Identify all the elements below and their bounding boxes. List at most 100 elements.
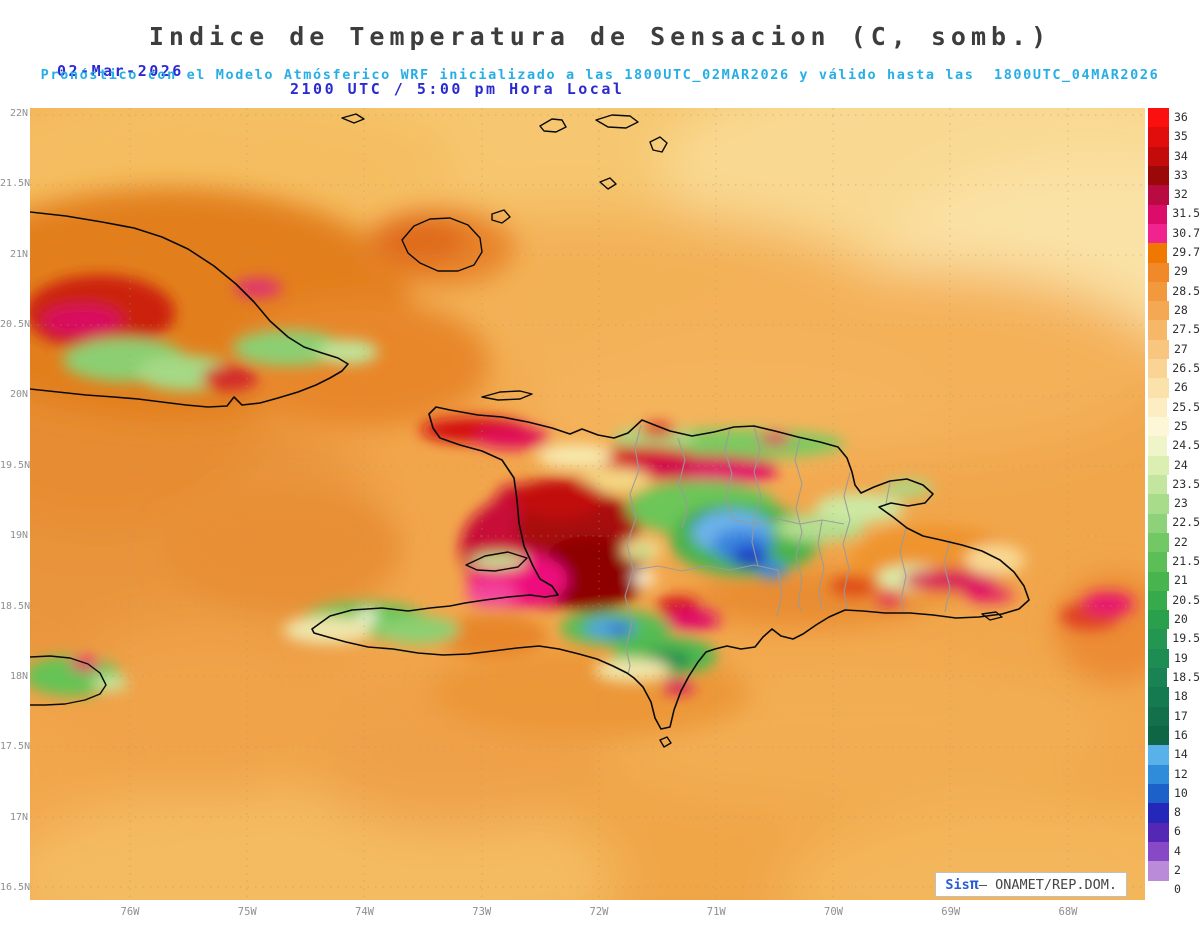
longitude-label: 76W: [120, 906, 140, 918]
colorbar-entry: 28: [1148, 301, 1200, 321]
colorbar-swatch: [1148, 687, 1169, 707]
colorbar-label: 26: [1174, 380, 1188, 395]
colorbar-label: 34: [1174, 148, 1188, 163]
colorbar-entry: 27.5: [1148, 320, 1200, 340]
colorbar-label: 23: [1174, 496, 1188, 511]
admin-boundaries: [624, 424, 951, 675]
colorbar-entry: 21.5: [1148, 552, 1200, 572]
colorbar-label: 16: [1174, 727, 1188, 742]
colorbar-entry: 8: [1148, 803, 1200, 823]
colorbar-entry: 33: [1148, 165, 1200, 186]
colorbar-swatch: [1148, 455, 1169, 475]
colorbar-label: 31.5: [1172, 206, 1200, 221]
colorbar-label: 19.5: [1172, 631, 1200, 646]
colorbar-label: 17: [1174, 708, 1188, 723]
colorbar-entry: 22.5: [1148, 513, 1200, 533]
longitude-label: 70W: [824, 906, 843, 918]
latitude-label: 17N: [9, 811, 28, 823]
colorbar-entry: 10: [1148, 783, 1200, 804]
colorbar-label: 29: [1174, 264, 1188, 279]
latitude-label: 19N: [9, 530, 28, 542]
colorbar-entry: 23: [1148, 494, 1200, 514]
coastline-hispaniola: [311, 406, 1030, 730]
colorbar-label: 20: [1174, 612, 1188, 627]
colorbar-swatch: [1148, 262, 1169, 282]
colorbar-label: 18.5: [1172, 669, 1200, 684]
colorbar-label: 6: [1174, 824, 1181, 839]
colorbar-entry: 25.5: [1148, 397, 1200, 417]
colorbar-entry: 23.5: [1148, 474, 1200, 495]
colorbar-label: 24: [1174, 457, 1188, 472]
colorbar-swatch: [1148, 880, 1169, 900]
colorbar-label: 22.5: [1172, 515, 1200, 530]
colorbar-swatch: [1148, 783, 1169, 804]
colorbar-entry: 24.5: [1148, 436, 1200, 456]
colorbar-entry: 16: [1148, 726, 1200, 746]
colorbar-entry: 12: [1148, 764, 1200, 784]
colorbar-swatch: [1148, 861, 1169, 881]
colorbar-entry: 25: [1148, 417, 1200, 437]
latitude-label: 18.5N: [0, 600, 31, 612]
colorbar-swatch: [1148, 841, 1169, 862]
colorbar-entry: 36: [1148, 108, 1200, 128]
colorbar-swatch: [1148, 571, 1169, 591]
longitude-label: 73W: [472, 906, 492, 918]
colorbar-label: 14: [1174, 747, 1188, 762]
colorbar-swatch: [1148, 108, 1169, 128]
colorbar: 36 35 34 33 32 31.5: [1148, 108, 1200, 900]
latitude-label: 21.5N: [0, 178, 31, 190]
colorbar-label: 8: [1174, 805, 1181, 820]
coastline-small-islands: [30, 113, 1003, 748]
latitude-label: 16.5N: [0, 881, 31, 893]
map-area: Sisπ– ONAMET/REP.DOM.: [30, 108, 1145, 900]
colorbar-entry: 19: [1148, 648, 1200, 669]
colorbar-label: 12: [1174, 766, 1188, 781]
colorbar-swatch: [1148, 223, 1168, 244]
colorbar-label: 27: [1174, 341, 1188, 356]
colorbar-swatch: [1148, 513, 1168, 533]
colorbar-entry: 21: [1148, 571, 1200, 591]
colorbar-entry: 28.5: [1148, 281, 1200, 302]
longitude-label: 68W: [1058, 906, 1078, 918]
colorbar-label: 20.5: [1172, 592, 1200, 607]
colorbar-label: 35: [1174, 129, 1188, 144]
colorbar-entry: 17: [1148, 706, 1200, 726]
gridlines: [30, 108, 1145, 900]
colorbar-swatch: [1148, 532, 1169, 553]
colorbar-entry: 22: [1148, 532, 1200, 553]
colorbar-swatch: [1148, 320, 1168, 340]
colorbar-entry: 0: [1148, 880, 1200, 900]
colorbar-swatch: [1148, 822, 1169, 842]
colorbar-label: 0: [1174, 882, 1181, 897]
colorbar-entry: 30.7: [1148, 223, 1200, 244]
watermark: Sisπ– ONAMET/REP.DOM.: [935, 872, 1127, 897]
colorbar-label: 26.5: [1172, 360, 1200, 375]
latitude-label: 19.5N: [0, 459, 31, 471]
map-canvas: [30, 108, 1145, 900]
latitude-label: 20.5N: [0, 319, 31, 331]
colorbar-swatch: [1148, 359, 1168, 379]
colorbar-label: 33: [1174, 167, 1188, 182]
colorbar-label: 21.5: [1172, 554, 1200, 569]
longitude-axis: 76W 75W 74W 73W 72W 71W 70W 69W 68W: [108, 906, 1090, 918]
colorbar-swatch: [1148, 417, 1169, 437]
colorbar-label: 19: [1174, 650, 1188, 665]
colorbar-swatch: [1148, 204, 1168, 224]
colorbar-swatch: [1148, 610, 1169, 630]
run-date: 02-Mar-2026: [57, 62, 184, 80]
colorbar-swatch: [1148, 378, 1169, 398]
colorbar-swatch: [1148, 629, 1168, 649]
colorbar-entry: 18.5: [1148, 668, 1200, 688]
longitude-label: 71W: [706, 906, 726, 918]
latitude-label: 20N: [9, 389, 28, 401]
colorbar-swatch: [1148, 552, 1168, 572]
longitude-label: 75W: [237, 906, 257, 918]
colorbar-label: 25: [1174, 418, 1188, 433]
colorbar-label: 28: [1174, 303, 1188, 318]
colorbar-swatch: [1148, 648, 1169, 669]
colorbar-label: 29.7: [1172, 245, 1200, 260]
colorbar-entry: 35: [1148, 127, 1200, 147]
colorbar-entry: 14: [1148, 745, 1200, 765]
watermark-brand: Sis: [945, 877, 970, 893]
